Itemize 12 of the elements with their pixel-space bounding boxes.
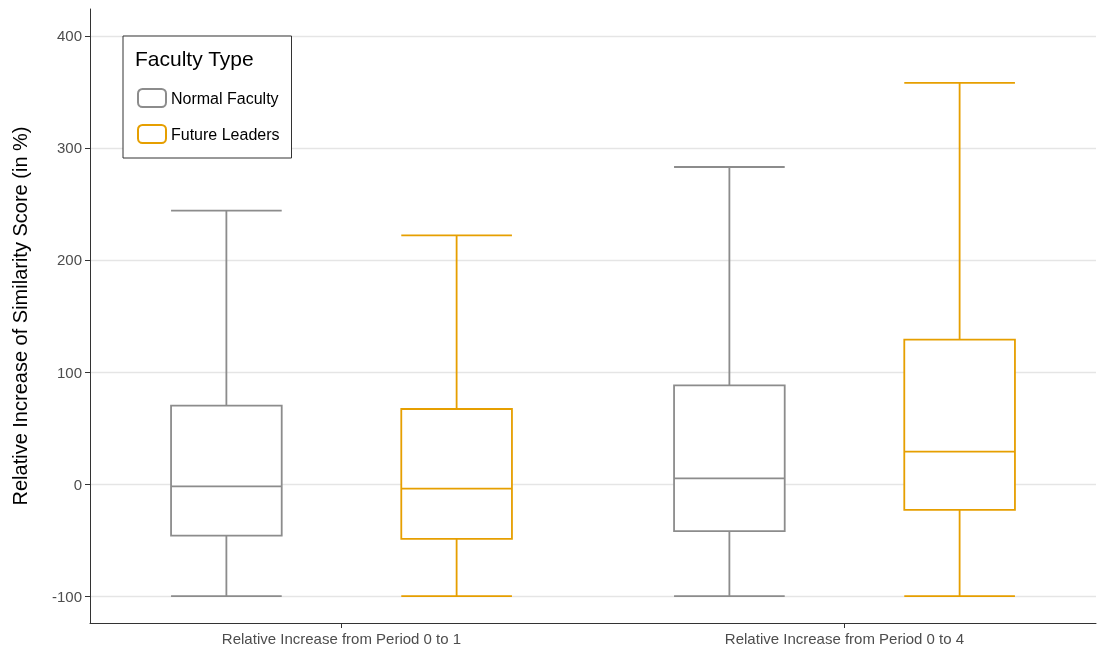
x-tick-label: Relative Increase from Period 0 to 1 <box>221 630 462 647</box>
x-tick-label: Relative Increase from Period 0 to 4 <box>724 630 965 647</box>
y-tick-label: 400 <box>56 27 82 45</box>
y-tick-label: 200 <box>56 251 82 269</box>
y-tick-label: 100 <box>56 363 82 381</box>
y-tick-label: -100 <box>51 587 82 605</box>
legend-label: Future Leaders <box>171 125 280 143</box>
y-axis-title: Relative Increase of Similarity Score (in %) <box>9 126 31 506</box>
y-tick-label: 0 <box>73 475 82 493</box>
legend-label: Normal Faculty <box>171 89 279 107</box>
legend-title: Faculty Type <box>135 47 254 70</box>
y-tick-label: 300 <box>56 139 82 157</box>
